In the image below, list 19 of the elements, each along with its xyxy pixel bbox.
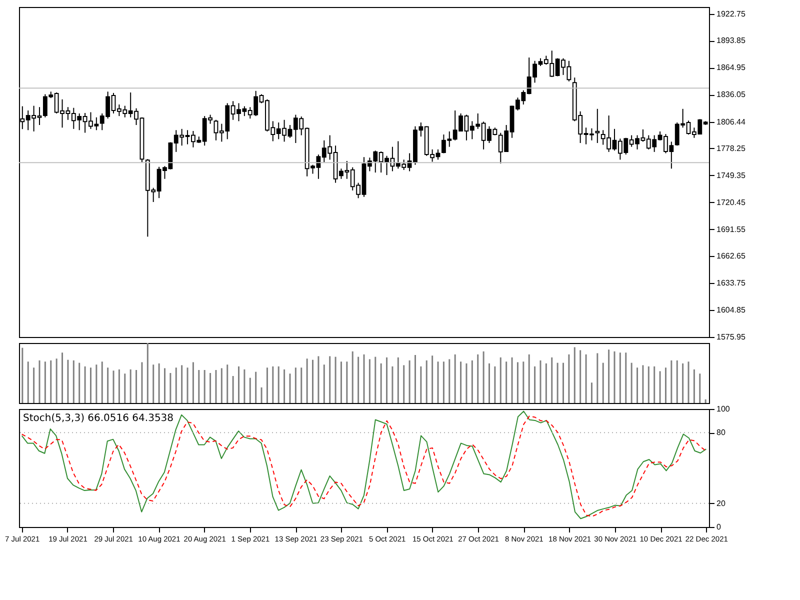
y-tick-label: 1633.75 (716, 278, 746, 288)
y-tick-label: 1836.05 (716, 90, 746, 100)
y-tick-label: 1604.85 (716, 306, 746, 315)
y-tick-label: 1575.95 (716, 332, 746, 342)
y-tick-label: 1662.65 (716, 252, 746, 261)
y-tick-label: 80 (716, 428, 726, 438)
candlestick (595, 108, 600, 144)
y-tick-label: 1893.85 (716, 36, 746, 46)
y-tick-label: 100 (716, 404, 730, 414)
y-tick-label: 1720.45 (716, 198, 746, 207)
y-tick-label: 1864.95 (716, 63, 746, 72)
y-tick-label: 0 (716, 522, 722, 532)
y-tick-label: 20 (716, 498, 726, 508)
y-tick-label: 1749.35 (716, 170, 746, 180)
y-tick-label: 1691.55 (716, 224, 746, 234)
annotation: Stoch(5,3,3) 66.0516 64.3538 (23, 413, 174, 424)
y-tick-label: 1778.25 (716, 144, 746, 153)
y-tick-label: 1922.75 (716, 9, 746, 18)
y-tick-label: 1806.44 (716, 118, 746, 127)
